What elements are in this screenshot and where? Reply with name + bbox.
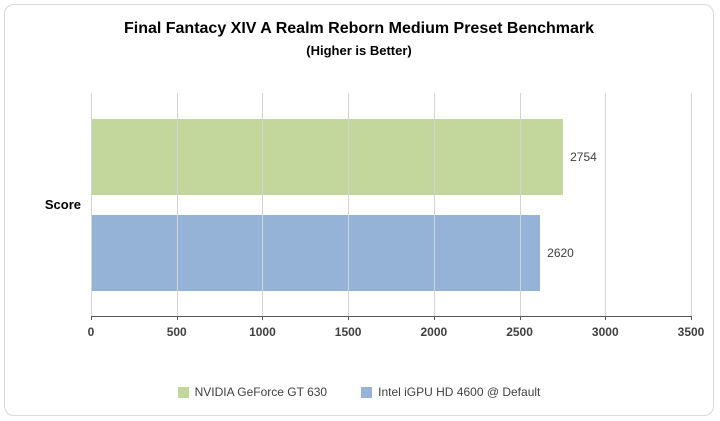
x-axis-tickmark <box>91 316 92 320</box>
x-axis-tick-label: 2000 <box>420 325 448 339</box>
gridline <box>691 93 692 316</box>
legend-item-nvidia: NVIDIA GeForce GT 630 <box>177 385 328 399</box>
plot-area: 2754 2620 <box>91 93 692 320</box>
x-axis-tick-label: 3500 <box>677 325 705 339</box>
y-axis-category-label: Score <box>44 197 81 212</box>
gridline <box>91 93 92 316</box>
x-axis-tickmark <box>262 316 264 320</box>
gridline <box>348 93 350 316</box>
bar-group: 2754 2620 <box>91 93 691 316</box>
x-axis-tick-label: 1000 <box>249 325 276 339</box>
chart-frame: Final Fantacy XIV A Realm Reborn Medium … <box>4 4 714 416</box>
x-axis-tickmark <box>519 316 521 320</box>
x-axis-tickmark <box>433 316 435 320</box>
x-axis-tick-label: 2500 <box>506 325 533 339</box>
chart-subtitle: (Higher is Better) <box>306 43 412 58</box>
x-axis-tickmark <box>176 316 178 320</box>
x-axis-tickmark <box>348 316 350 320</box>
legend-label-intel: Intel iGPU HD 4600 @ Default <box>378 385 541 399</box>
legend-label-nvidia: NVIDIA GeForce GT 630 <box>194 385 328 399</box>
x-axis-tick-label: 500 <box>166 325 187 339</box>
gridline <box>519 93 521 316</box>
x-axis-tickmark <box>605 316 607 320</box>
bar-nvidia-gt630: 2754 <box>91 118 597 195</box>
gridline <box>605 93 607 316</box>
legend-swatch-blue <box>361 386 373 398</box>
bar-value-label-nvidia: 2754 <box>570 149 597 164</box>
x-axis-tick-label: 3000 <box>591 325 619 339</box>
gridline <box>262 93 264 316</box>
x-axis-tick-label: 0 <box>87 325 95 339</box>
x-axis-tick-label: 1500 <box>334 325 362 339</box>
chart-title: Final Fantacy XIV A Realm Reborn Medium … <box>123 20 595 37</box>
bar-value-label-intel: 2620 <box>547 245 574 260</box>
legend-item-intel: Intel iGPU HD 4600 @ Default <box>361 385 540 399</box>
x-axis-tickmark <box>691 316 692 320</box>
legend: NVIDIA GeForce GT 630 Intel iGPU HD 4600… <box>5 385 713 399</box>
gridline <box>433 93 435 316</box>
bar-intel-hd4600: 2620 <box>91 214 574 291</box>
gridline <box>176 93 178 316</box>
x-axis-tick-labels: 0 500 1000 1500 2000 2500 3000 3500 <box>87 325 705 343</box>
legend-swatch-green <box>177 386 189 398</box>
